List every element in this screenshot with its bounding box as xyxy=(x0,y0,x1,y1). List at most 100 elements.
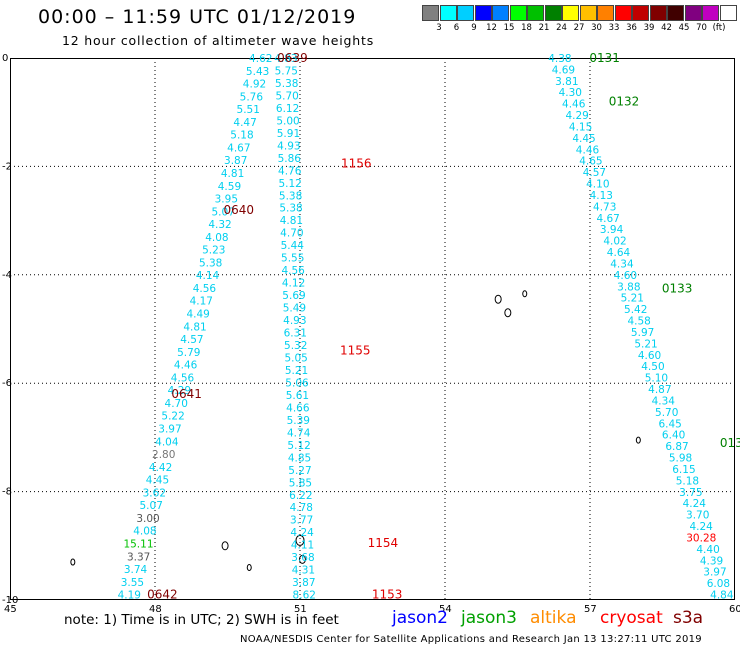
scale-label: 9 xyxy=(471,23,477,33)
swh-value: 3.74 xyxy=(124,564,148,576)
y-tick-label: -8 xyxy=(2,487,12,498)
swh-value: 5.18 xyxy=(676,475,699,487)
scale-swatch xyxy=(597,5,614,21)
swh-value: 3.37 xyxy=(127,551,150,563)
swh-value: 4.56 xyxy=(193,283,217,295)
swh-value: 4.70 xyxy=(280,228,303,240)
y-tick-label: 0 xyxy=(2,53,8,64)
swh-value: 8.62 xyxy=(293,590,316,602)
swh-value: 5.38 xyxy=(279,203,302,215)
swh-value: 3.55 xyxy=(121,577,144,589)
swh-value: 4.56 xyxy=(281,265,305,277)
y-tick-label: -10 xyxy=(2,595,18,606)
swh-value: 4.31 xyxy=(292,565,315,577)
swh-value: 4.69 xyxy=(552,64,575,76)
scale-swatch xyxy=(527,5,544,21)
scale-swatch xyxy=(422,5,439,21)
scale-label: 21 xyxy=(538,23,550,33)
swh-value: 4.04 xyxy=(155,436,179,448)
x-tick-label: 51 xyxy=(294,604,307,615)
swh-value: 4.42 xyxy=(149,462,172,474)
swh-value: 4.59 xyxy=(218,181,241,193)
scale-swatch xyxy=(544,5,562,21)
scale-label: 27 xyxy=(573,23,585,33)
swh-value: 5.51 xyxy=(237,104,260,116)
pass-time-label: 0641 xyxy=(171,387,202,401)
swh-value: 6.22 xyxy=(289,490,312,502)
swh-value: 5.21 xyxy=(634,338,657,350)
swh-value: 5.23 xyxy=(202,245,225,257)
swh-value: 4.45 xyxy=(572,133,595,145)
scale-label: 15 xyxy=(503,23,515,33)
swh-value: 3.95 xyxy=(215,194,238,206)
swh-value: 3.68 xyxy=(291,552,314,564)
swh-value: 5.55 xyxy=(281,253,304,265)
swh-value: 4.02 xyxy=(603,236,626,248)
y-tick-label: -2 xyxy=(2,161,12,172)
swh-value: 4.67 xyxy=(596,213,619,225)
map-subtitle: 12 hour collection of altimeter wave hei… xyxy=(62,33,375,48)
scale-label: 6 xyxy=(453,23,460,33)
x-tick-label: 60 xyxy=(729,604,740,615)
island-outline xyxy=(295,534,305,546)
swh-value: 6.45 xyxy=(658,418,681,430)
swh-value: 5.32 xyxy=(284,340,307,352)
pass-time-label: 0132 xyxy=(609,94,640,108)
pass-time-label: 0131 xyxy=(589,51,620,65)
swh-value: 4.46 xyxy=(562,99,586,111)
scale-swatch xyxy=(719,5,737,21)
swh-value: 5.98 xyxy=(669,453,692,465)
scale-label: 36 xyxy=(626,23,637,33)
swh-value: 4.64 xyxy=(607,247,631,259)
swh-value: 4.10 xyxy=(586,179,609,191)
swh-value: 4.40 xyxy=(696,544,719,556)
swh-value: 4.78 xyxy=(290,502,313,514)
swh-value: 5.07 xyxy=(211,206,234,218)
swh-value: 4.38 xyxy=(548,53,571,65)
footer-note: note: 1) Time is in UTC; 2) SWH is in fe… xyxy=(64,612,339,628)
swh-value: 5.22 xyxy=(161,411,184,423)
map-title: 00:00 – 11:59 UTC 01/12/2019 xyxy=(38,6,357,28)
swh-value: 6.15 xyxy=(672,464,695,476)
swh-value: 4.84 xyxy=(710,590,734,602)
pass-time-label: 0642 xyxy=(147,588,178,602)
credit-line: NOAA/NESDIS Center for Satellite Applica… xyxy=(240,634,702,645)
swh-value: 5.61 xyxy=(286,390,309,402)
swh-value: 4.57 xyxy=(583,167,606,179)
swh-value: 3.62 xyxy=(143,487,166,499)
scale-label: (ft) xyxy=(712,23,726,33)
swh-value: 4.50 xyxy=(641,361,664,373)
swh-value: 4.19 xyxy=(118,590,141,602)
scale-label: 45 xyxy=(678,23,690,33)
scale-swatch xyxy=(457,5,474,21)
swh-value: 4.34 xyxy=(610,258,634,270)
x-tick-label: 54 xyxy=(439,604,452,615)
swh-value: 5.38 xyxy=(199,257,222,269)
swh-value: 4.93 xyxy=(283,315,306,327)
scale-label: 42 xyxy=(661,23,672,33)
x-tick-label: 57 xyxy=(584,604,597,615)
swh-value: 5.42 xyxy=(624,304,647,316)
swh-value: 5.69 xyxy=(282,290,305,302)
scale-swatch xyxy=(649,5,667,21)
swh-value: 5.06 xyxy=(285,377,309,389)
swh-value: 3.75 xyxy=(679,487,702,499)
swh-value: 5.79 xyxy=(177,347,200,359)
swh-value: 3.87 xyxy=(224,155,247,167)
swh-value: 5.44 xyxy=(281,240,305,252)
plot-frame xyxy=(10,58,735,600)
swh-value: 5.10 xyxy=(645,373,668,385)
legend-altika: altika xyxy=(530,608,577,628)
pass-time-label: 1154 xyxy=(368,536,399,550)
swh-value: 3.94 xyxy=(600,224,624,236)
scale-label: 30 xyxy=(591,23,602,33)
swh-value: 5.49 xyxy=(283,303,306,315)
swh-value: 4.57 xyxy=(180,334,203,346)
swh-value: 5.75 xyxy=(275,65,298,77)
swh-value: 4.83 xyxy=(274,53,297,65)
swh-value: 4.81 xyxy=(183,321,206,333)
scale-swatch xyxy=(667,5,684,21)
scale-swatch xyxy=(492,5,509,21)
pass-time-label: 0640 xyxy=(224,203,255,217)
